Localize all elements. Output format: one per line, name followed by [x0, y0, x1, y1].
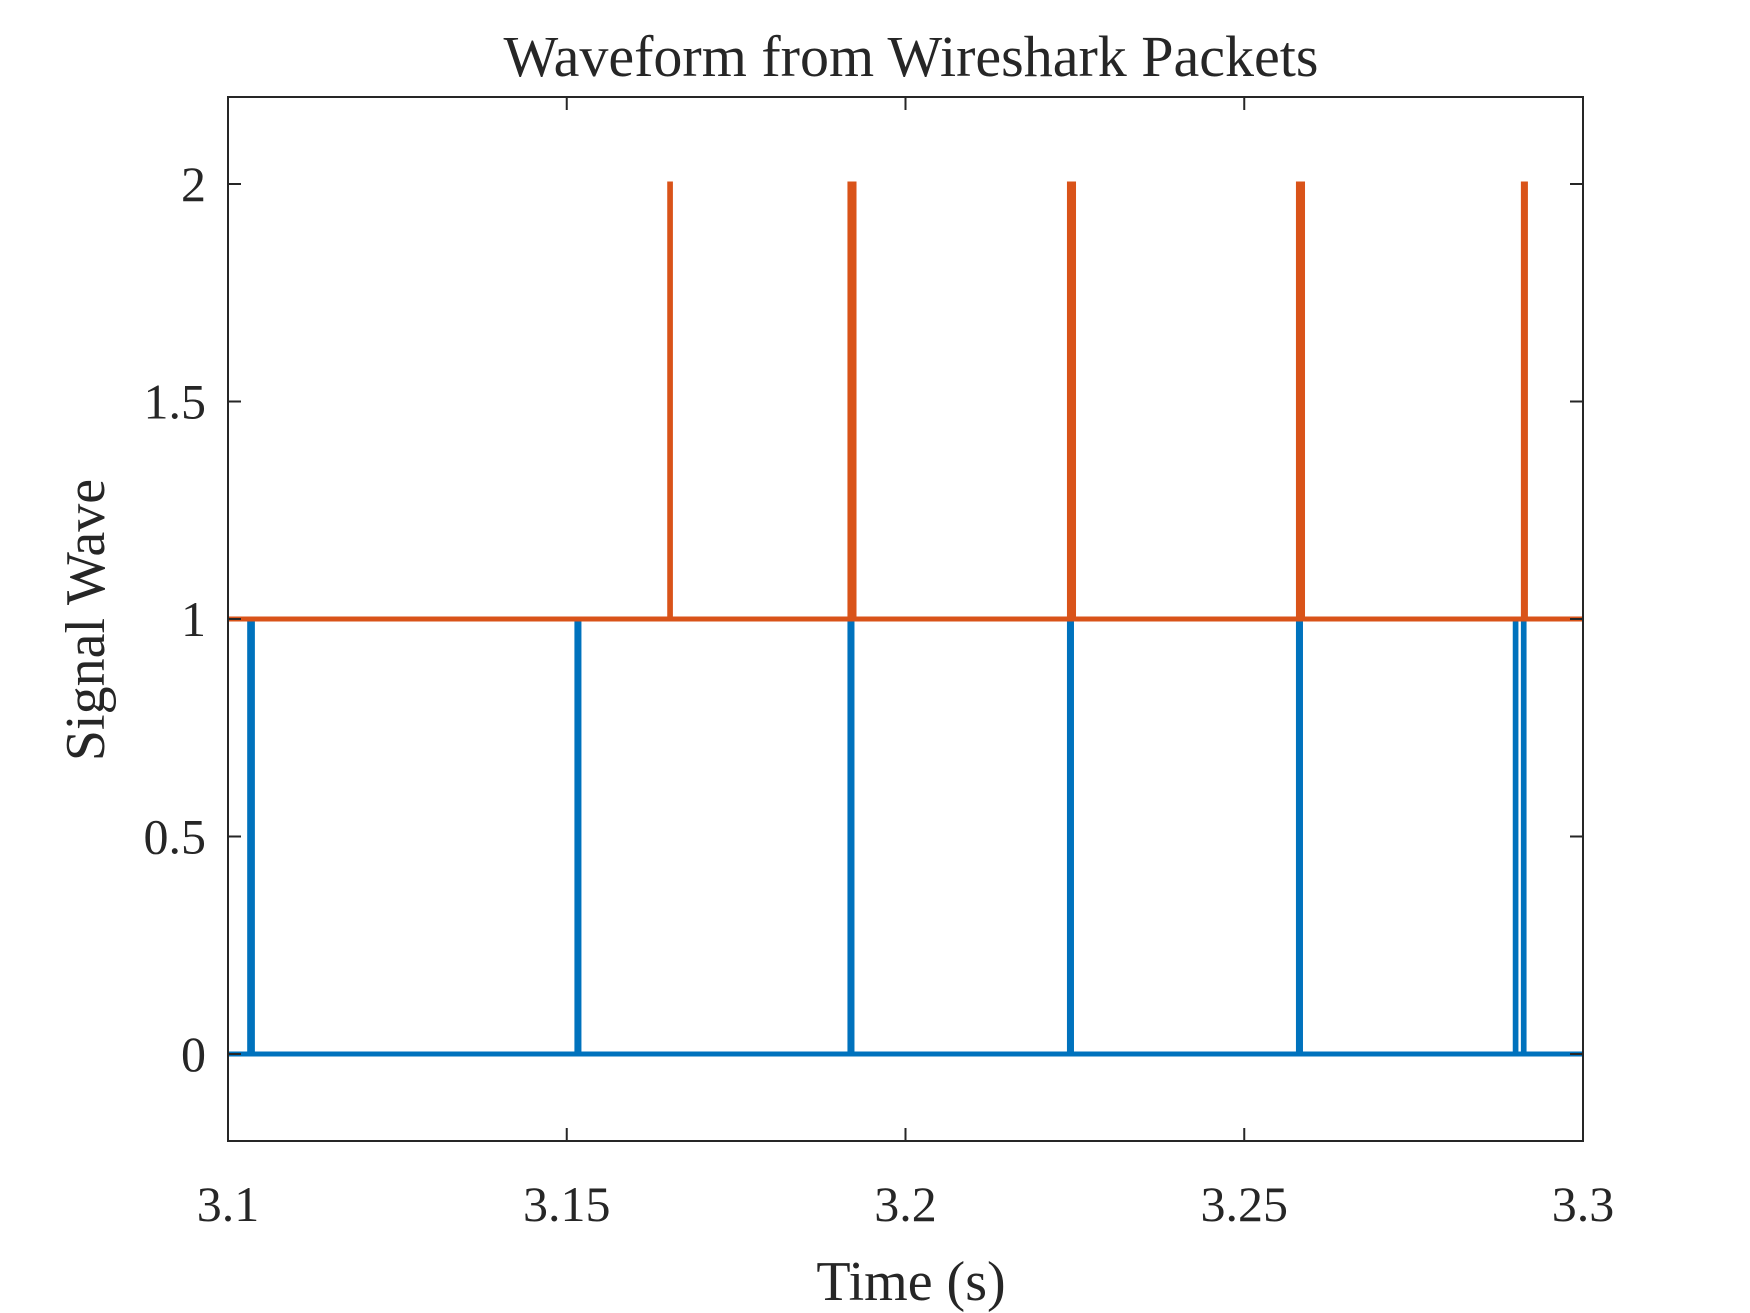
- y-tick-label-3: 1: [181, 591, 206, 647]
- chart-title: Waveform from Wireshark Packets: [504, 24, 1319, 89]
- series-layer: [228, 181, 1583, 1057]
- y-tick-label-2: 0.5: [144, 809, 207, 865]
- series-2-line: [228, 181, 1583, 622]
- y-tick-label-1: 0: [181, 1026, 206, 1082]
- y-tick-label-4: 1.5: [144, 374, 207, 430]
- labels-layer: Waveform from Wireshark Packets Time (s)…: [55, 24, 1318, 1313]
- x-tick-label-2: 3.15: [523, 1176, 611, 1232]
- axes-layer: 3.1 3.15 3.2 3.25 3.3 0 0.5 1 1.5 2: [144, 96, 1615, 1232]
- x-axis-label: Time (s): [816, 1251, 1005, 1313]
- y-tick-label-5: 2: [181, 156, 206, 212]
- x-tick-label-1: 3.1: [197, 1176, 260, 1232]
- x-tick-label-5: 3.3: [1552, 1176, 1615, 1232]
- series-2: [228, 181, 1583, 622]
- x-tick-label-4: 3.25: [1201, 1176, 1289, 1232]
- x-tick-label-3: 3.2: [874, 1176, 937, 1232]
- y-axis-label: Signal Wave: [55, 479, 117, 761]
